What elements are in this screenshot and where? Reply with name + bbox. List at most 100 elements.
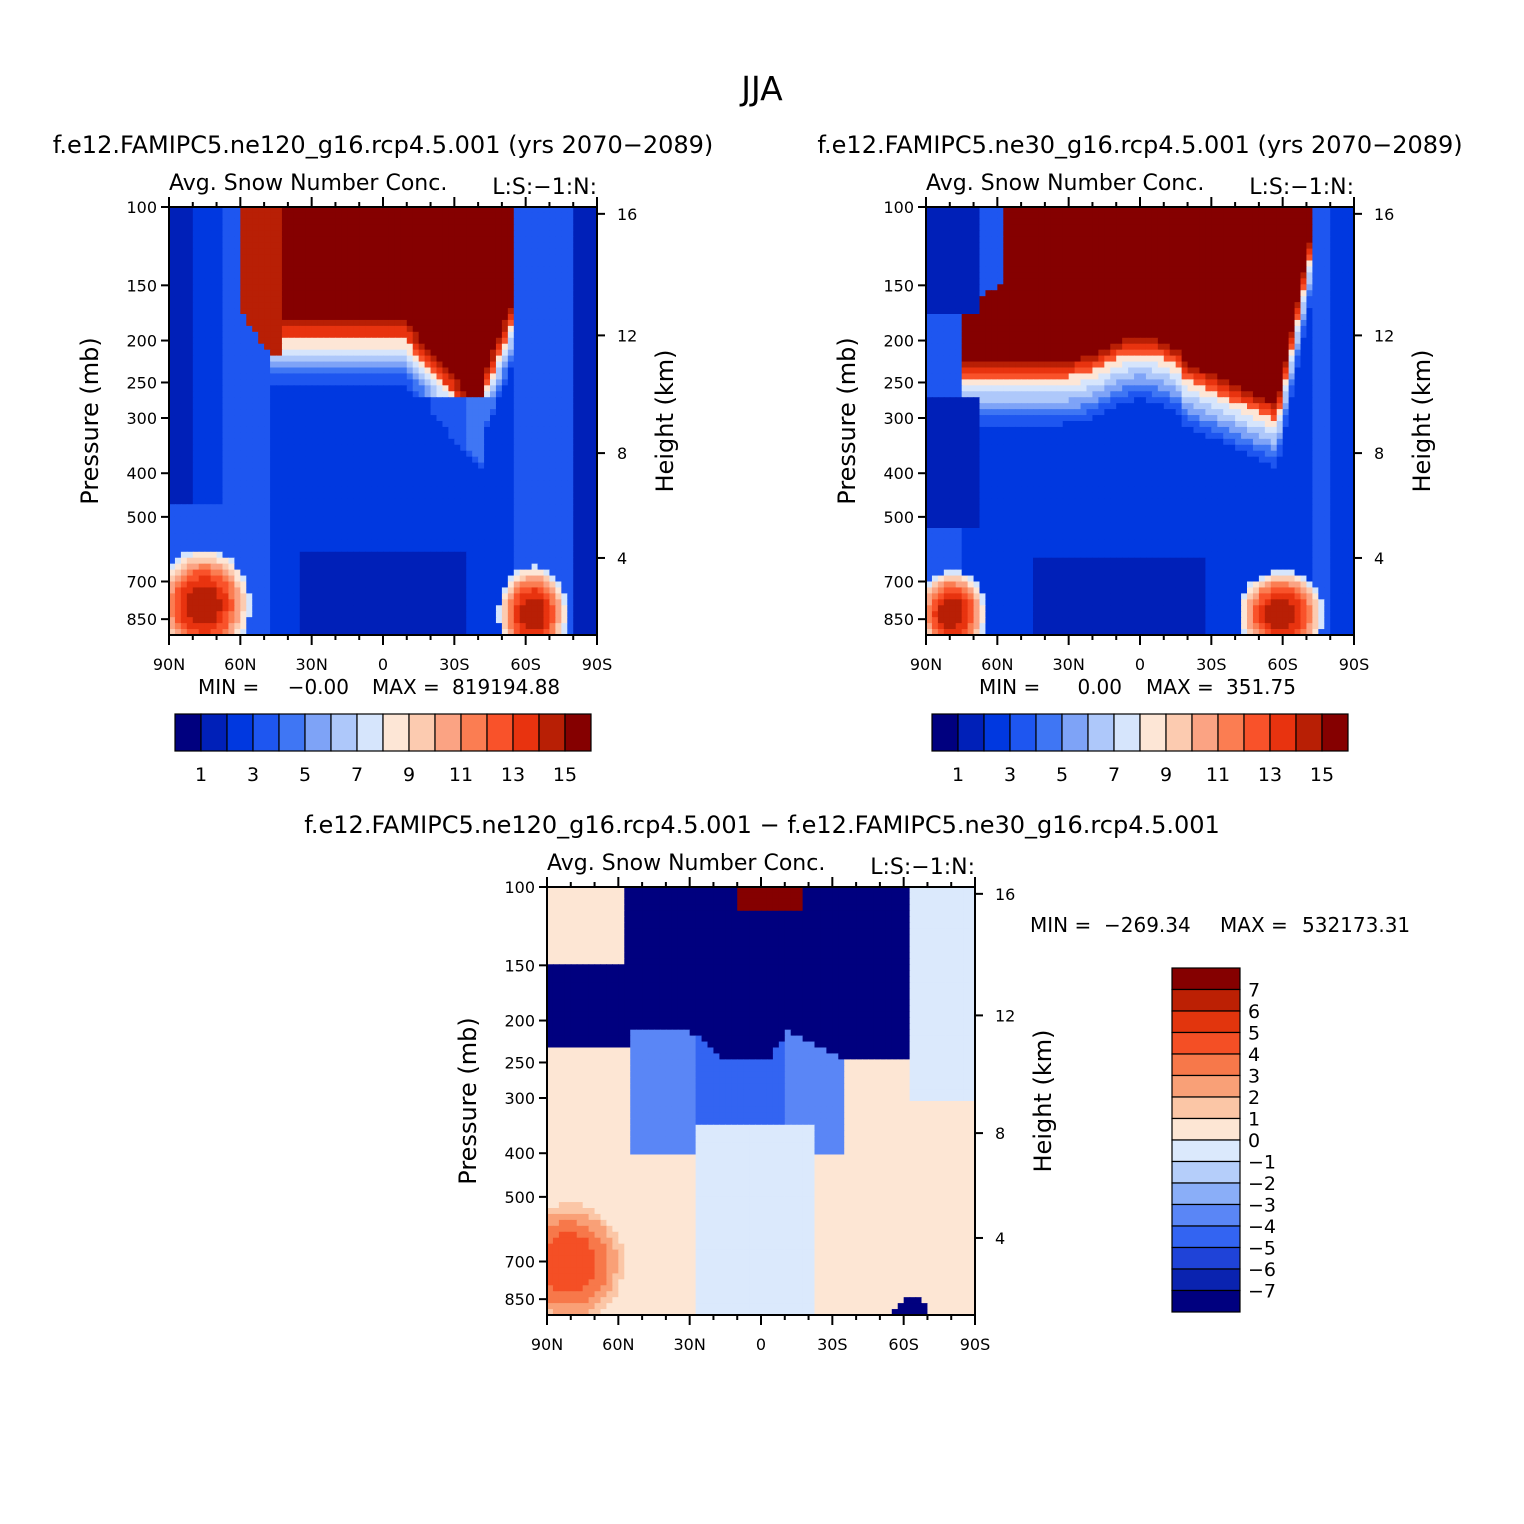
colorbar-label: 13: [1258, 764, 1282, 786]
contour-field: [169, 207, 597, 635]
colorbar-swatch: [512, 713, 540, 752]
height-tick-label: 4: [617, 549, 627, 568]
max-value: 351.75: [1226, 675, 1296, 699]
max-value: 532173.31: [1302, 913, 1410, 937]
colorbar: 1 3 5 7 9 11 13 15: [174, 713, 592, 786]
colorbar-label: 0: [1248, 1130, 1260, 1152]
colorbar-swatch: [1295, 713, 1323, 752]
max-value: 819194.88: [452, 675, 560, 699]
colorbar-swatch: [1035, 713, 1063, 752]
pressure-tick-label: 250: [126, 373, 157, 392]
contour-field: [926, 207, 1354, 635]
pressure-tick-label: 500: [504, 1188, 535, 1207]
panel-case-title: f.e12.FAMIPC5.ne120_g16.rcp4.5.001 (yrs …: [53, 131, 714, 159]
height-tick-label: 8: [1374, 444, 1384, 463]
colorbar-swatch: [957, 713, 985, 752]
colorbar-swatch: [1171, 1139, 1241, 1163]
height-tick-label: 16: [1374, 205, 1394, 224]
pressure-tick-label: 700: [504, 1253, 535, 1272]
pressure-tick-label: 200: [883, 332, 914, 351]
lat-tick-label: 60N: [602, 1335, 634, 1354]
colorbar-swatch: [434, 713, 462, 752]
lat-tick-label: 90S: [960, 1335, 991, 1354]
height-tick-label: 4: [995, 1229, 1005, 1248]
colorbar-label: 9: [1160, 764, 1172, 786]
colorbar-swatch: [1171, 1031, 1241, 1055]
panel-ne30: f.e12.FAMIPC5.ne30_g16.rcp4.5.001 (yrs 2…: [817, 131, 1462, 786]
colorbar-swatch: [174, 713, 202, 752]
height-tick-label: 8: [617, 444, 627, 463]
max-label: MAX =: [372, 675, 440, 699]
colorbar-swatch: [1243, 713, 1271, 752]
lat-tick-label: 30N: [296, 655, 328, 674]
colorbar-label: 7: [1108, 764, 1120, 786]
panel-variable-title: Avg. Snow Number Conc.: [169, 171, 447, 196]
max-label: MAX =: [1220, 913, 1288, 937]
colorbar-swatch: [252, 713, 280, 752]
lat-tick-label: 30S: [439, 655, 470, 674]
pressure-tick-label: 850: [504, 1290, 535, 1309]
colorbar-label: 11: [449, 764, 473, 786]
colorbar-label: −7: [1248, 1281, 1276, 1303]
min-value: 0.00: [1077, 675, 1122, 699]
colorbar-swatch: [1171, 1289, 1241, 1313]
lat-tick-label: 90S: [1339, 655, 1370, 674]
colorbar-swatch: [278, 713, 306, 752]
colorbar-swatch: [330, 713, 358, 752]
height-tick-label: 8: [995, 1124, 1005, 1143]
lat-tick-label: 90N: [910, 655, 942, 674]
colorbar-swatch: [1165, 713, 1193, 752]
colorbar-label: 5: [1056, 764, 1068, 786]
colorbar-label: 7: [1248, 980, 1260, 1002]
plot-axes: 100 150 200 250 300 400 500 700 850 16 12 8 4 90N 60N 3…: [883, 197, 1394, 674]
panel-level-tag: L:S:−1:N:: [870, 855, 975, 880]
colorbar-label: 5: [1248, 1023, 1260, 1045]
colorbar-swatch: [1171, 1160, 1241, 1184]
min-label: MIN =: [979, 675, 1040, 699]
colorbar-swatch: [1113, 713, 1141, 752]
colorbar-label: 15: [553, 764, 577, 786]
height-tick-label: 16: [995, 885, 1015, 904]
pressure-tick-label: 400: [126, 464, 157, 483]
colorbar-swatch: [1171, 1053, 1241, 1077]
colorbar-swatch: [1269, 713, 1297, 752]
y2-axis-label: Height (km): [651, 350, 679, 493]
pressure-tick-label: 400: [883, 464, 914, 483]
pressure-tick-label: 150: [126, 276, 157, 295]
y-axis-label: Pressure (mb): [76, 337, 104, 504]
panel-case-title: f.e12.FAMIPC5.ne120_g16.rcp4.5.001 − f.e…: [304, 811, 1220, 839]
colorbar-swatch: [564, 713, 592, 752]
lat-tick-label: 0: [756, 1335, 766, 1354]
pressure-tick-label: 850: [126, 610, 157, 629]
colorbar-label: 5: [299, 764, 311, 786]
lat-tick-label: 0: [1135, 655, 1145, 674]
lat-tick-label: 30S: [1196, 655, 1227, 674]
colorbar-swatch: [460, 713, 488, 752]
pressure-tick-label: 300: [883, 409, 914, 428]
panel-ne120: f.e12.FAMIPC5.ne120_g16.rcp4.5.001 (yrs …: [53, 131, 714, 786]
colorbar-label: 1: [952, 764, 964, 786]
lat-tick-label: 60N: [981, 655, 1013, 674]
pressure-tick-label: 700: [126, 573, 157, 592]
min-value: −0.00: [288, 675, 349, 699]
colorbar-label: 9: [403, 764, 415, 786]
colorbar-swatch: [1171, 1117, 1241, 1141]
pressure-tick-label: 100: [883, 198, 914, 217]
colorbar-label: 13: [501, 764, 525, 786]
pressure-tick-label: 100: [504, 878, 535, 897]
colorbar-label: 11: [1206, 764, 1230, 786]
colorbar-swatch: [1171, 1182, 1241, 1206]
pressure-tick-label: 850: [883, 610, 914, 629]
colorbar-swatch: [382, 713, 410, 752]
panel-variable-title: Avg. Snow Number Conc.: [926, 171, 1204, 196]
colorbar-label: 7: [351, 764, 363, 786]
pressure-tick-label: 500: [126, 508, 157, 527]
colorbar-swatch: [356, 713, 384, 752]
colorbar-label: −2: [1248, 1173, 1276, 1195]
lat-tick-label: 60N: [224, 655, 256, 674]
colorbar-swatch: [1171, 1203, 1241, 1227]
pressure-tick-label: 200: [504, 1012, 535, 1031]
lat-tick-label: 30N: [1053, 655, 1085, 674]
